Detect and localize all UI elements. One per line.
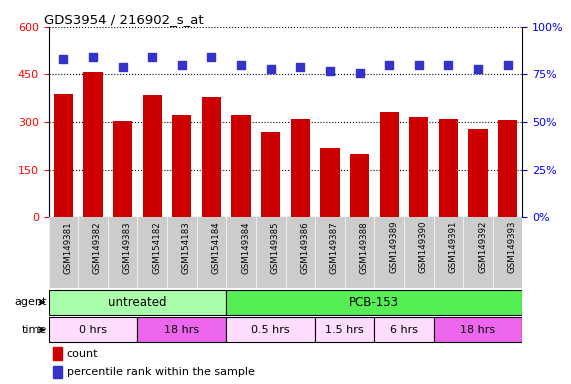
Point [355,70,364,76]
Text: GSM149389: GSM149389 [389,221,398,273]
Point [296,64,305,70]
Bar [53,366,62,378]
Bar [53,347,62,360]
Bar [375,318,433,342]
Point [444,62,453,68]
Text: GSM149384: GSM149384 [241,221,250,273]
Point [118,64,127,70]
Text: agent: agent [14,297,47,307]
Text: GSM149382: GSM149382 [93,221,102,273]
Text: 18 hrs: 18 hrs [460,325,496,335]
Text: GSM149388: GSM149388 [360,221,368,273]
Bar [315,318,375,342]
Bar [143,95,162,217]
Bar [261,132,280,217]
Bar [54,94,73,217]
Bar [409,118,428,217]
Text: GSM154182: GSM154182 [152,221,161,274]
Bar [468,129,488,217]
Bar [113,121,132,217]
Text: GSM149381: GSM149381 [63,221,73,273]
Text: GSM149386: GSM149386 [300,221,309,273]
Text: 18 hrs: 18 hrs [164,325,199,335]
Bar [49,318,138,342]
Bar [433,318,522,342]
Point [89,54,98,60]
Bar [291,119,310,217]
Point [59,56,68,62]
Text: percentile rank within the sample: percentile rank within the sample [67,367,255,377]
Text: GSM149393: GSM149393 [508,221,517,273]
Text: untreated: untreated [108,296,167,309]
Text: GSM154184: GSM154184 [211,221,220,274]
Bar [498,119,517,217]
Text: GSM149391: GSM149391 [448,221,457,273]
Point [236,62,246,68]
Text: GDS3954 / 216902_s_at: GDS3954 / 216902_s_at [44,13,203,26]
Text: 0 hrs: 0 hrs [79,325,107,335]
Point [473,66,482,72]
Bar [226,318,315,342]
Bar [350,154,369,217]
Point [385,62,394,68]
Text: 0.5 hrs: 0.5 hrs [251,325,290,335]
Bar [138,318,226,342]
Point [207,54,216,60]
Bar [172,115,191,217]
Text: GSM149390: GSM149390 [419,221,428,273]
Bar [202,97,221,217]
Point [414,62,423,68]
Point [266,66,275,72]
Point [177,62,186,68]
Text: PCB-153: PCB-153 [349,296,399,309]
Bar [83,72,103,217]
Text: GSM149385: GSM149385 [271,221,280,273]
Point [325,68,335,74]
Text: GSM154183: GSM154183 [182,221,191,274]
Point [148,54,157,60]
Bar [231,115,251,217]
Bar [320,148,340,217]
Bar [226,290,522,314]
Text: count: count [67,349,98,359]
Text: 1.5 hrs: 1.5 hrs [325,325,364,335]
Text: GSM149387: GSM149387 [330,221,339,273]
Point [503,62,512,68]
Bar [49,290,226,314]
Bar [439,119,458,217]
Text: GSM149392: GSM149392 [478,221,487,273]
Bar [380,112,399,217]
Text: 6 hrs: 6 hrs [390,325,418,335]
Text: GSM149383: GSM149383 [123,221,131,273]
Text: time: time [22,325,47,335]
